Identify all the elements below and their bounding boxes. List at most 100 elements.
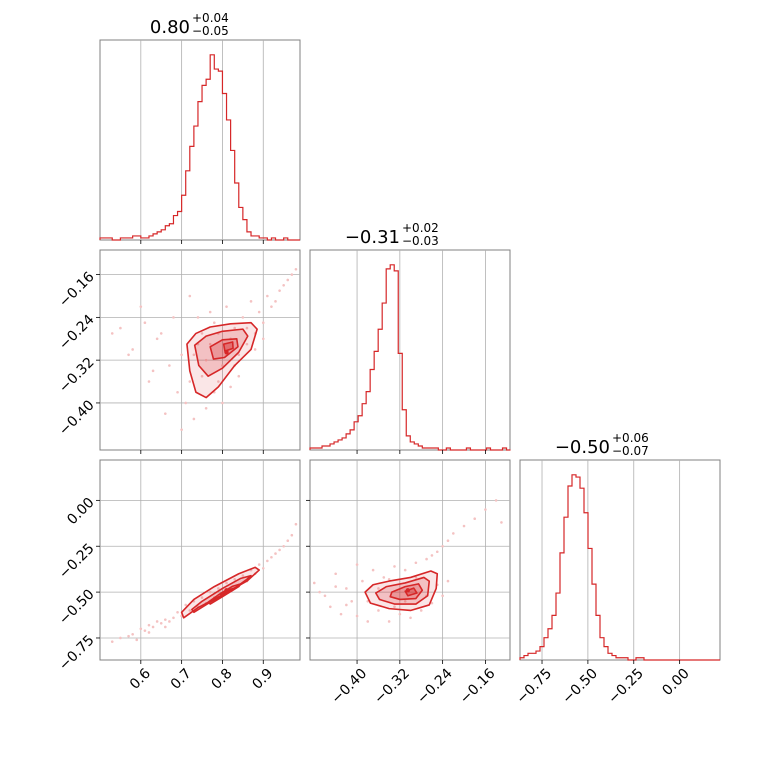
scatter-point (155, 620, 159, 623)
scatter-point (257, 310, 261, 314)
parameter-title-minus-2: −0.07 (612, 444, 649, 458)
x-tick-label: 0.00 (659, 666, 692, 699)
scatter-point (345, 603, 348, 607)
parameter-title-plus-2: +0.06 (612, 431, 649, 445)
contour-level-3 (404, 587, 418, 597)
scatter-point (164, 412, 167, 415)
scatter-point (377, 609, 380, 612)
panel-frame-2-1 (309, 459, 511, 661)
scatter-point (159, 332, 163, 335)
contour-level-1 (193, 328, 249, 378)
scatter-point (208, 342, 212, 346)
scatter-point (446, 539, 450, 543)
scatter-point (143, 629, 147, 632)
scatter-point (151, 625, 155, 629)
scatter-point (155, 337, 159, 341)
histogram-2 (519, 474, 720, 661)
scatter-point (110, 332, 114, 335)
scatter-point (225, 581, 228, 585)
y-tick-label: 0.00 (64, 495, 97, 528)
x-tick-label: −0.32 (371, 666, 413, 708)
scatter-point (184, 603, 188, 607)
grid-1-0 (100, 250, 300, 450)
scatter-point (200, 332, 204, 335)
scatter-point (393, 605, 396, 609)
scatter-point (110, 640, 114, 643)
scatter-point (462, 524, 466, 528)
scatter-point (212, 321, 216, 325)
scatter-point (274, 552, 277, 555)
scatter-point (382, 576, 386, 579)
scatter-point (387, 577, 391, 581)
x-tick-label: 0.6 (127, 666, 154, 693)
scatter-point (233, 577, 236, 581)
scatter-point (484, 508, 487, 511)
scatter-point (237, 374, 241, 378)
scatter-point (294, 522, 298, 526)
scatter-point (398, 612, 402, 616)
scatter-point (334, 572, 337, 576)
scatter-point (245, 326, 249, 330)
scatter-point (350, 599, 354, 603)
scatter-point (334, 585, 337, 588)
scatter-point (192, 417, 196, 421)
panel-frame-2-0 (99, 459, 301, 661)
pair-panel-1 (110, 522, 298, 643)
axis-ticks (96, 240, 681, 664)
scatter-point (147, 631, 151, 634)
scatter-point (147, 623, 151, 627)
scatter-point (135, 638, 139, 642)
scatter-point (127, 634, 130, 638)
contour-level-0 (186, 321, 258, 399)
scatter-point (274, 300, 277, 303)
x-tick-label: −0.50 (559, 666, 601, 708)
scatter-point (119, 326, 122, 330)
scatter-point (196, 316, 200, 319)
y-tick-label: −0.24 (56, 312, 98, 354)
scatter-point (318, 590, 321, 594)
y-tick-label: −0.75 (56, 632, 98, 674)
scatter-point (188, 380, 192, 383)
scatter-point (290, 533, 294, 537)
scatter-point (266, 559, 269, 563)
scatter-point (131, 348, 134, 351)
x-tick-label: −0.40 (329, 666, 371, 708)
scatter-point (257, 563, 261, 566)
scatter-point (172, 316, 175, 319)
scatter-point (261, 337, 265, 341)
scatter-point (139, 305, 143, 308)
scatter-point (221, 364, 224, 367)
scatter-point (339, 612, 343, 616)
scatter-point (377, 587, 380, 590)
scatter-point (172, 616, 175, 620)
y-tick-label: −0.50 (56, 586, 98, 628)
scatter-point (323, 594, 327, 598)
scatter-point (245, 342, 249, 346)
scatter-point (204, 358, 208, 362)
panel-frames (99, 39, 721, 661)
scatter-point (473, 517, 477, 521)
scatter-point (204, 406, 208, 410)
panel-frame-2-2 (519, 459, 721, 661)
scatter-point (261, 566, 265, 570)
scatter-point (290, 273, 294, 276)
scatter-point (387, 620, 391, 623)
x-tick-label: 0.8 (209, 666, 236, 693)
scatter-point (237, 353, 241, 357)
parameter-title-median-1: −0.31 (345, 227, 400, 248)
density-peak (405, 588, 411, 593)
scatter-point (425, 557, 428, 561)
histogram-0 (99, 54, 300, 241)
x-tick-label: −0.24 (414, 666, 456, 708)
scatter-point (441, 544, 444, 548)
parameter-title-median-2: −0.50 (555, 437, 610, 458)
scatter-point (241, 316, 245, 319)
scatter-point (261, 321, 265, 325)
scatter-point (119, 636, 122, 640)
scatter-point (164, 625, 167, 629)
grid-1-1 (356, 250, 486, 450)
scatter-point (217, 587, 220, 590)
scatter-point (200, 374, 204, 378)
scatter-point (355, 614, 359, 618)
